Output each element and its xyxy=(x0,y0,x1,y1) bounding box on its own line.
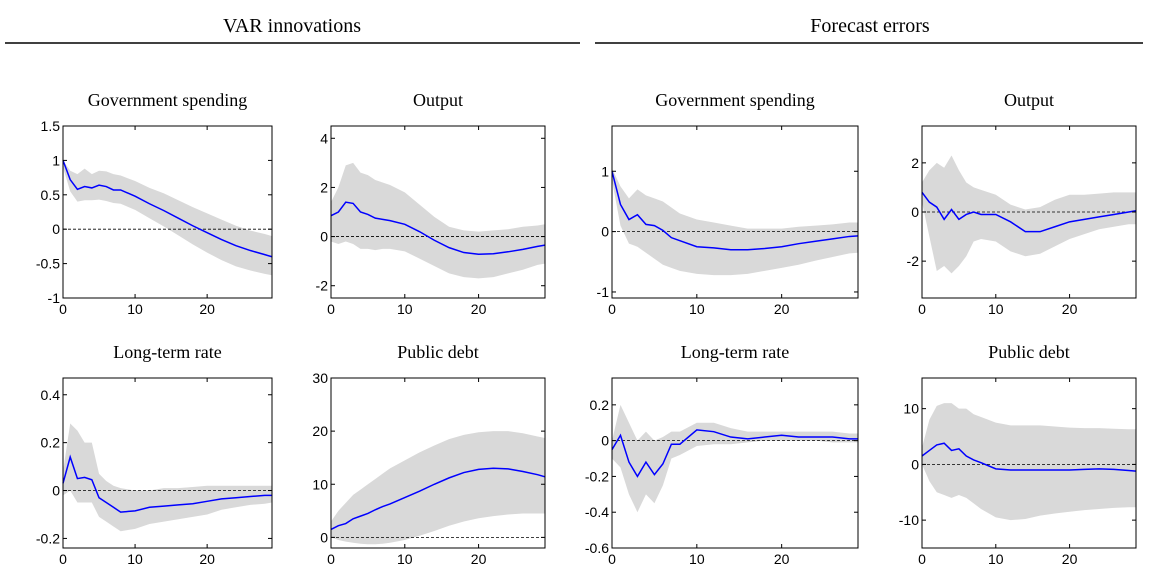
confidence-band xyxy=(922,155,1136,274)
x-tick-label: 20 xyxy=(774,301,790,317)
section-title: Forecast errors xyxy=(810,15,930,37)
x-tick-label: 0 xyxy=(918,551,926,565)
plot-frame xyxy=(921,377,1137,549)
y-tick-label: 0 xyxy=(320,529,328,545)
plot-frame xyxy=(330,377,546,549)
y-tick-label: 0 xyxy=(911,204,919,220)
x-tick-label: 20 xyxy=(471,301,487,317)
y-tick-label: 1 xyxy=(52,152,60,168)
y-tick-label: 1 xyxy=(601,163,609,179)
panel-title: Government spending xyxy=(88,90,247,110)
plot-frame xyxy=(611,125,859,299)
confidence-band xyxy=(331,162,545,279)
response-line xyxy=(921,442,1137,472)
y-tick-label: 1.5 xyxy=(41,118,61,134)
confidence-band xyxy=(63,423,272,532)
panel-title: Long-term rate xyxy=(681,342,789,362)
y-tick-label: 2 xyxy=(320,179,328,195)
plot-frame xyxy=(62,125,273,299)
y-tick-label: 0.5 xyxy=(41,187,61,203)
response-line xyxy=(62,160,273,258)
y-tick-label: -1 xyxy=(48,290,61,306)
x-tick-label: 10 xyxy=(689,301,705,317)
y-tick-label: 0 xyxy=(52,221,60,237)
panel-title: Public debt xyxy=(988,342,1070,362)
y-tick-label: -2 xyxy=(316,278,329,294)
x-tick-label: 20 xyxy=(1062,301,1078,317)
response-line xyxy=(611,171,859,251)
x-tick-label: 0 xyxy=(608,301,616,317)
y-tick-label: 10 xyxy=(903,401,919,417)
response-line xyxy=(921,191,1137,233)
panel-title: Government spending xyxy=(655,90,814,110)
y-tick-label: 30 xyxy=(312,370,328,386)
x-tick-label: 0 xyxy=(918,301,926,317)
x-tick-label: 10 xyxy=(127,301,143,317)
y-tick-label: 2 xyxy=(911,155,919,171)
y-tick-label: -10 xyxy=(899,512,919,528)
y-tick-label: 0 xyxy=(320,229,328,245)
y-tick-label: 0.2 xyxy=(590,397,610,413)
y-tick-label: -0.6 xyxy=(585,540,609,556)
x-tick-label: 10 xyxy=(397,301,413,317)
confidence-band xyxy=(922,403,1136,521)
y-tick-label: 0.4 xyxy=(41,387,61,403)
y-tick-label: 0.2 xyxy=(41,435,61,451)
x-tick-label: 0 xyxy=(59,551,67,565)
response-line xyxy=(330,201,546,256)
x-tick-label: 10 xyxy=(689,551,705,565)
y-tick-label: 0 xyxy=(601,224,609,240)
y-tick-label: -0.2 xyxy=(36,530,60,546)
plot-frame xyxy=(611,377,859,549)
x-tick-label: 0 xyxy=(327,551,335,565)
panel-title: Output xyxy=(413,90,463,110)
x-tick-label: 20 xyxy=(1062,551,1078,565)
y-tick-label: 10 xyxy=(312,476,328,492)
y-tick-label: -1 xyxy=(597,284,610,300)
confidence-band xyxy=(612,404,858,513)
x-tick-label: 10 xyxy=(988,301,1004,317)
section-title: VAR innovations xyxy=(223,15,361,37)
x-tick-label: 0 xyxy=(327,301,335,317)
x-tick-label: 10 xyxy=(397,551,413,565)
panel-title: Long-term rate xyxy=(113,342,221,362)
confidence-band xyxy=(612,168,858,276)
y-tick-label: 4 xyxy=(320,130,328,146)
confidence-band xyxy=(63,160,272,276)
panel-title: Output xyxy=(1004,90,1054,110)
x-tick-label: 20 xyxy=(199,551,215,565)
x-tick-label: 20 xyxy=(774,551,790,565)
y-tick-label: -0.2 xyxy=(585,468,609,484)
response-line xyxy=(330,467,546,531)
plot-frame xyxy=(330,125,546,299)
response-line xyxy=(611,429,858,478)
y-tick-label: 0 xyxy=(52,483,60,499)
y-tick-label: 20 xyxy=(312,423,328,439)
x-tick-label: 20 xyxy=(471,551,487,565)
y-tick-label: 0 xyxy=(911,456,919,472)
y-tick-label: -0.4 xyxy=(585,504,609,520)
x-tick-label: 10 xyxy=(988,551,1004,565)
x-tick-label: 0 xyxy=(59,301,67,317)
y-tick-label: -2 xyxy=(907,253,920,269)
x-tick-label: 20 xyxy=(199,301,215,317)
y-tick-label: -0.5 xyxy=(36,256,60,272)
response-line xyxy=(62,454,272,513)
plot-frame xyxy=(62,377,273,549)
panel-title: Public debt xyxy=(397,342,479,362)
x-tick-label: 10 xyxy=(127,551,143,565)
confidence-band xyxy=(331,431,545,545)
x-tick-label: 0 xyxy=(608,551,616,565)
y-tick-label: 0 xyxy=(601,433,609,449)
